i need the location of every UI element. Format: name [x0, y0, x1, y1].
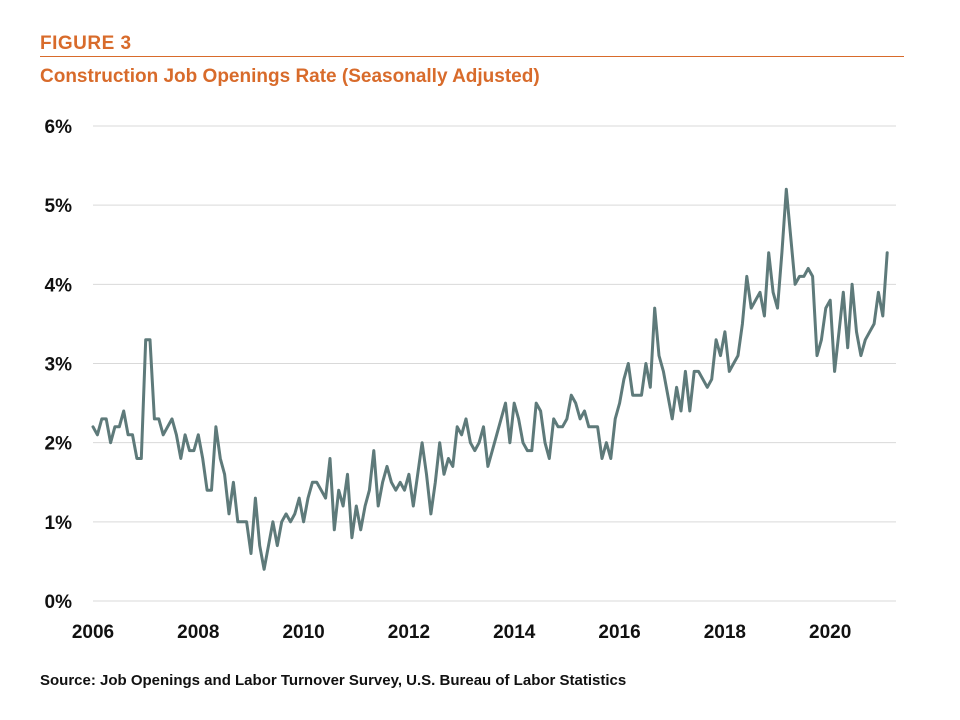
x-tick-label: 2014: [493, 622, 536, 643]
x-tick-label: 2006: [72, 622, 114, 643]
x-tick-label: 2018: [704, 622, 746, 643]
chart-title: Construction Job Openings Rate (Seasonal…: [40, 66, 540, 87]
y-tick-label: 5%: [45, 196, 73, 217]
header-rule: [40, 56, 904, 57]
series-line: [91, 187, 889, 571]
y-tick-label: 4%: [45, 275, 73, 296]
x-tick-label: 2010: [282, 622, 324, 643]
x-tick-label: 2020: [809, 622, 851, 643]
y-tick-label: 3%: [45, 355, 73, 376]
source-note: Source: Job Openings and Labor Turnover …: [40, 672, 627, 689]
series-layer: [91, 187, 889, 571]
x-tick-label: 2016: [598, 622, 640, 643]
x-tick-label: 2008: [177, 622, 219, 643]
y-axis-ticks: 0% 1% 2% 3% 4% 5% 6%: [45, 117, 73, 613]
y-tick-label: 6%: [45, 117, 73, 138]
figure-label: FIGURE 3: [40, 33, 132, 54]
y-tick-label: 2%: [45, 434, 73, 455]
x-tick-label: 2012: [388, 622, 430, 643]
y-tick-label: 0%: [45, 592, 73, 613]
y-tick-label: 1%: [45, 513, 73, 534]
gridlines: [93, 125, 896, 602]
x-axis-ticks: 2006 2008 2010 2012 2014 2016 2018 2020: [72, 622, 851, 643]
